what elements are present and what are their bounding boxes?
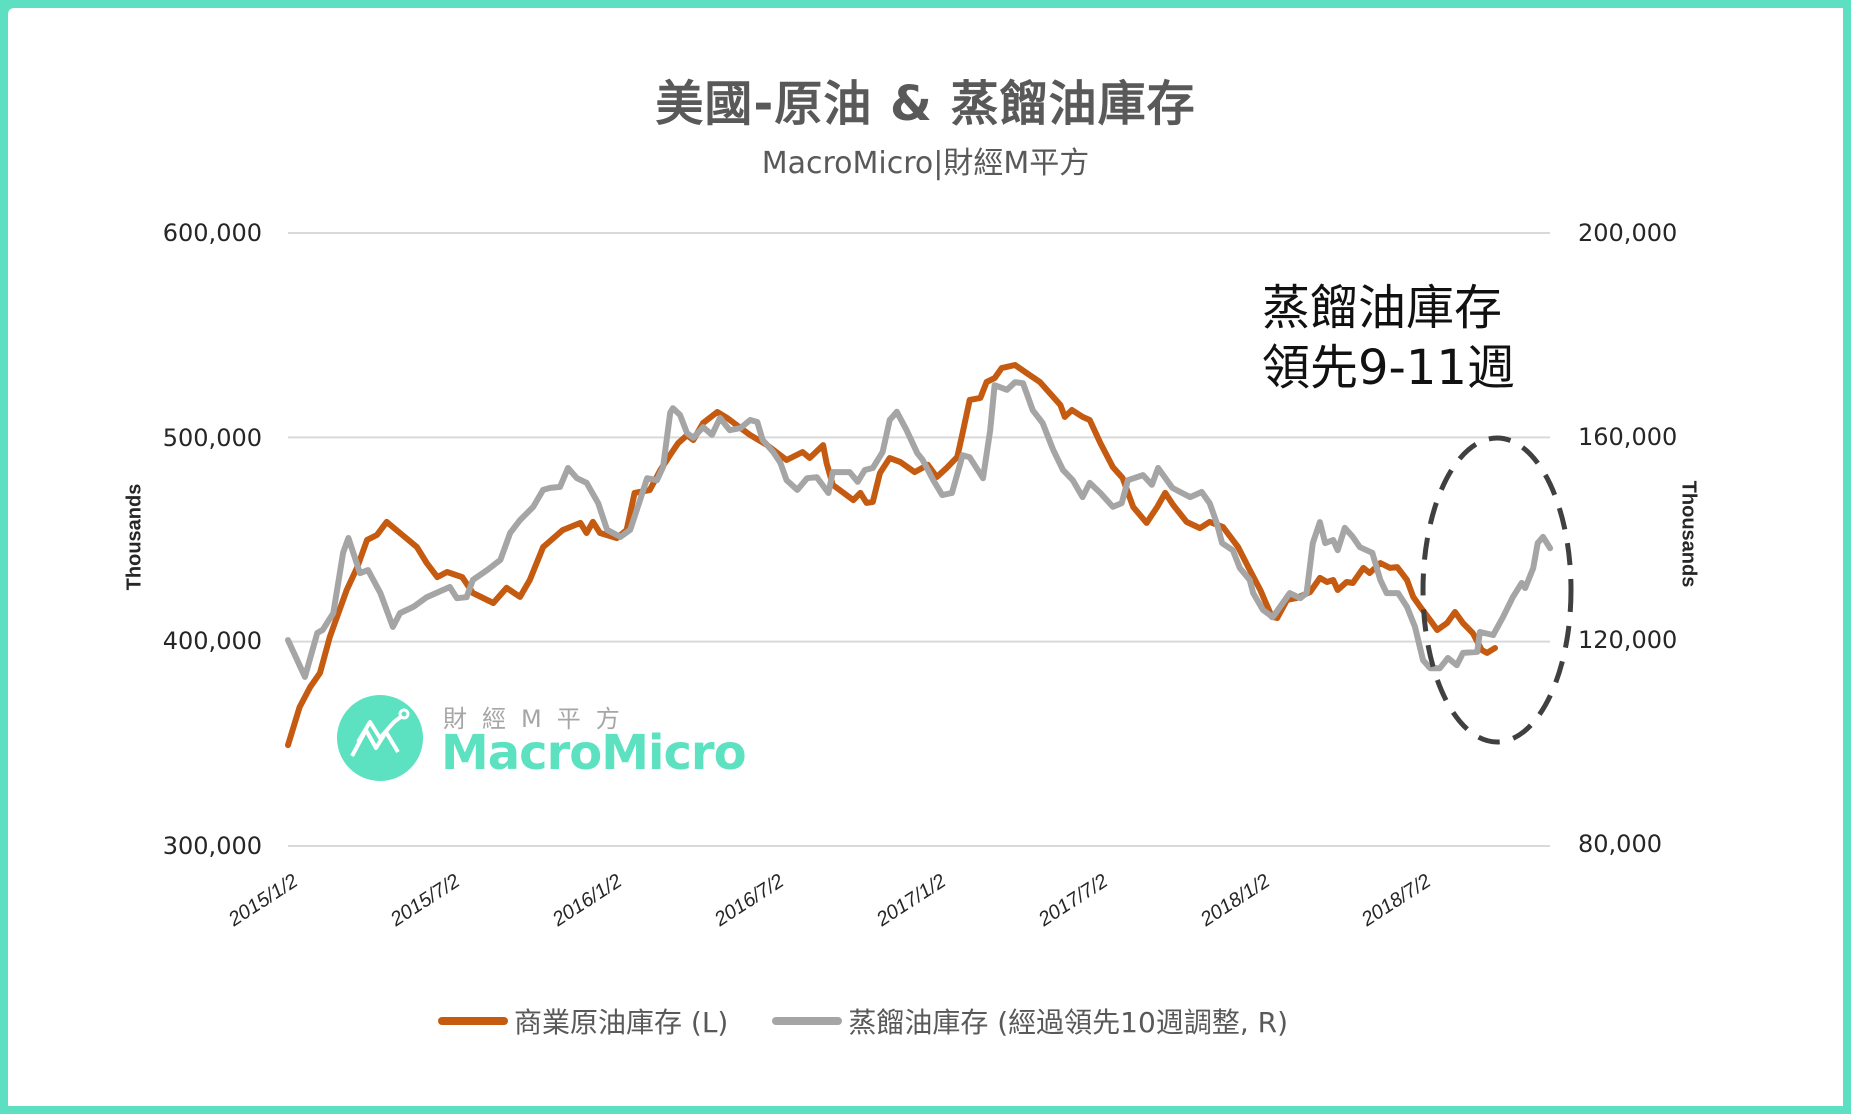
right-axis-title: Thousands (1677, 480, 1700, 588)
distillate-inventory-line (285, 379, 1554, 680)
chart-subtitle: MacroMicro|財經M平方 (761, 146, 1090, 181)
highlight-dashed-ellipse (1420, 435, 1574, 745)
left-axis-tick: 600,000 (162, 219, 262, 247)
legend-item-distillate[interactable]: 蒸餾油庫存 (經過領先10週調整, R) (772, 1001, 1288, 1041)
legend-label: 商業原油庫存 (L) (514, 1006, 729, 1039)
left-axis-tick: 300,000 (162, 832, 262, 860)
right-axis-tick: 200,000 (1578, 219, 1678, 247)
annotation-line-1: 蒸餾油庫存 (1262, 280, 1503, 336)
right-axis-tick: 160,000 (1578, 423, 1678, 451)
watermark-cn-text: 財經M平方 (443, 705, 635, 733)
legend-item-crude[interactable]: 商業原油庫存 (L) (438, 1001, 728, 1041)
gridlines (288, 232, 1550, 847)
annotation-line-2: 領先9-11週 (1262, 340, 1515, 396)
watermark-en-text: MacroMicro (441, 725, 747, 781)
watermark-logo-icon (337, 695, 423, 781)
left-axis-tick: 500,000 (162, 424, 262, 452)
right-axis-tick: 120,000 (1578, 626, 1678, 654)
left-axis-tick: 400,000 (162, 627, 262, 655)
legend: 商業原油庫存 (L) 蒸餾油庫存 (經過領先10週調整, R) (438, 1003, 1332, 1039)
chart-title: 美國-原油 & 蒸餾油庫存 (655, 76, 1196, 132)
legend-label: 蒸餾油庫存 (經過領先10週調整, R) (848, 1006, 1288, 1039)
legend-swatch-distillate (772, 1017, 843, 1025)
right-axis-tick: 80,000 (1578, 830, 1662, 858)
lead-annotation: 蒸餾油庫存 領先9-11週 (1262, 278, 1515, 398)
crude-inventory-line (285, 362, 1498, 749)
legend-swatch-crude (438, 1017, 508, 1025)
left-axis-title: Thousands (123, 483, 146, 591)
